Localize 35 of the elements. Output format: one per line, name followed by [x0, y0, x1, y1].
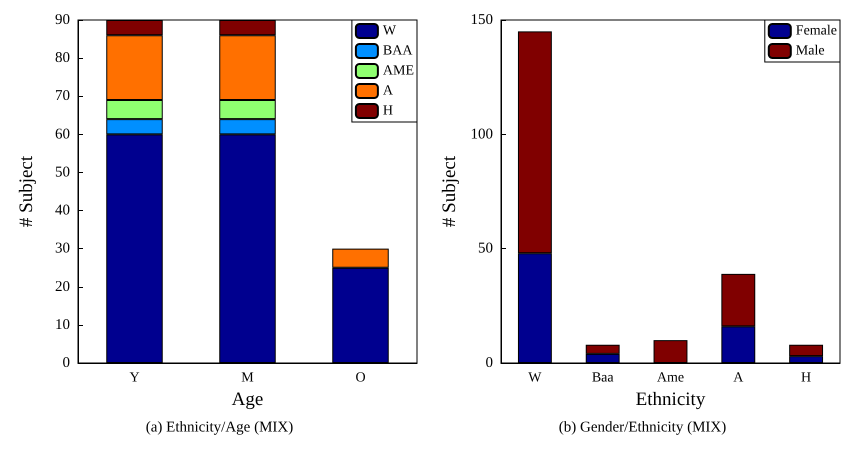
y-tick-label: 20: [55, 278, 70, 295]
y-tick-label: 100: [470, 126, 493, 142]
y-axis-title: # Subject: [439, 155, 460, 228]
legend-label: Female: [796, 24, 838, 38]
legend-label: W: [382, 24, 397, 38]
text: (b) Gender/Ethnicity (MIX): [558, 420, 726, 436]
x-tick-label: O: [355, 370, 366, 386]
y-tick-label: 60: [55, 126, 70, 142]
y-tick-label: 70: [55, 88, 70, 104]
y-tick-label: 10: [55, 316, 70, 333]
legend-label: BAA: [382, 44, 414, 58]
y-tick-label: 150: [470, 12, 493, 28]
y-axis-title: # Subject: [16, 155, 37, 228]
legend-label: Male: [796, 44, 825, 58]
x-tick-label: Ame: [656, 370, 684, 386]
y-tick-label: 90: [55, 12, 70, 28]
y-tick-label: 80: [55, 50, 70, 66]
legend-label: A: [382, 84, 394, 98]
x-tick-label: A: [733, 370, 744, 386]
legend-label: H: [382, 104, 394, 118]
x-axis-title: Ethnicity: [636, 388, 706, 410]
x-tick-label: M: [241, 370, 254, 386]
y-tick-label: 50: [55, 164, 70, 180]
text: (a) Ethnicity/Age (MIX): [146, 420, 294, 436]
y-tick-label: 30: [55, 240, 70, 257]
y-tick-label: 50: [478, 240, 493, 257]
x-tick-label: H: [801, 370, 812, 386]
y-tick-label: 40: [55, 202, 70, 219]
y-tick-label: 0: [62, 355, 70, 371]
x-tick-label: Baa: [592, 370, 614, 386]
x-tick-label: Y: [129, 370, 140, 386]
legend-label: AME: [382, 64, 414, 78]
x-axis-title: Age: [232, 388, 264, 410]
x-tick-label: W: [528, 370, 542, 386]
y-tick-label: 0: [486, 355, 493, 371]
